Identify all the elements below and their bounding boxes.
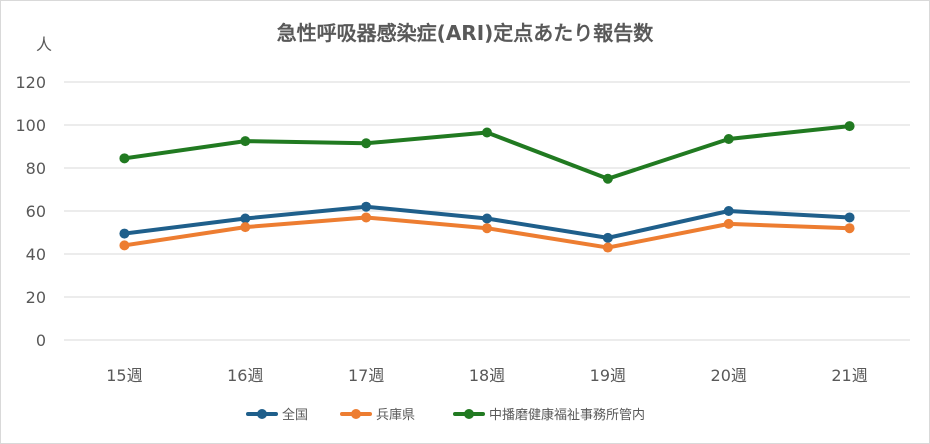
data-point xyxy=(844,223,855,234)
legend-label: 全国 xyxy=(282,407,308,423)
x-axis-ticks: 15週 16週 17週 18週 19週 20週 21週 xyxy=(106,366,868,385)
data-point xyxy=(723,133,734,144)
legend-label: 中播磨健康福祉事務所管内 xyxy=(489,407,645,423)
data-point xyxy=(361,138,372,149)
data-point xyxy=(240,213,251,224)
data-point xyxy=(361,201,372,212)
x-tick-label: 19週 xyxy=(590,366,626,385)
legend-label: 兵庫県 xyxy=(376,408,415,423)
data-point xyxy=(240,136,251,147)
x-tick-label: 17週 xyxy=(348,366,384,385)
y-tick-label: 0 xyxy=(36,331,46,350)
y-tick-label: 80 xyxy=(26,159,46,178)
data-point xyxy=(119,153,130,164)
data-point xyxy=(240,222,251,233)
x-tick-label: 18週 xyxy=(469,366,505,385)
legend-point-marker xyxy=(257,409,267,419)
data-point xyxy=(844,212,855,223)
y-tick-label: 20 xyxy=(26,288,46,307)
data-point xyxy=(723,206,734,216)
legend-point-marker xyxy=(464,409,474,419)
x-tick-label: 20週 xyxy=(711,366,747,385)
data-point xyxy=(482,213,492,224)
data-point xyxy=(602,232,613,243)
x-tick-label: 15週 xyxy=(106,366,142,385)
data-point xyxy=(482,223,492,234)
data-point xyxy=(119,228,130,239)
legend: 全国 兵庫県 中播磨健康福祉事務所管内 xyxy=(246,407,645,423)
data-point xyxy=(119,240,130,251)
data-point xyxy=(723,218,734,229)
legend-point-marker xyxy=(351,409,361,419)
x-tick-label: 16週 xyxy=(227,366,263,385)
data-point xyxy=(361,212,372,223)
y-tick-label: 60 xyxy=(26,202,46,221)
data-point xyxy=(602,173,613,184)
y-tick-label: 120 xyxy=(15,73,46,92)
series-lines xyxy=(119,121,855,253)
gridlines xyxy=(64,81,910,341)
chart-title: 急性呼吸器感染症(ARI)定点あたり報告数 xyxy=(277,21,655,45)
y-tick-label: 40 xyxy=(26,245,46,264)
y-axis-ticks: 0 20 40 60 80 100 120 xyxy=(15,73,46,350)
y-tick-label: 100 xyxy=(15,116,46,135)
data-point xyxy=(482,127,492,138)
x-tick-label: 21週 xyxy=(831,366,867,385)
data-point xyxy=(844,121,855,132)
y-axis-unit-label: 人 xyxy=(36,35,52,54)
data-point xyxy=(602,242,613,253)
